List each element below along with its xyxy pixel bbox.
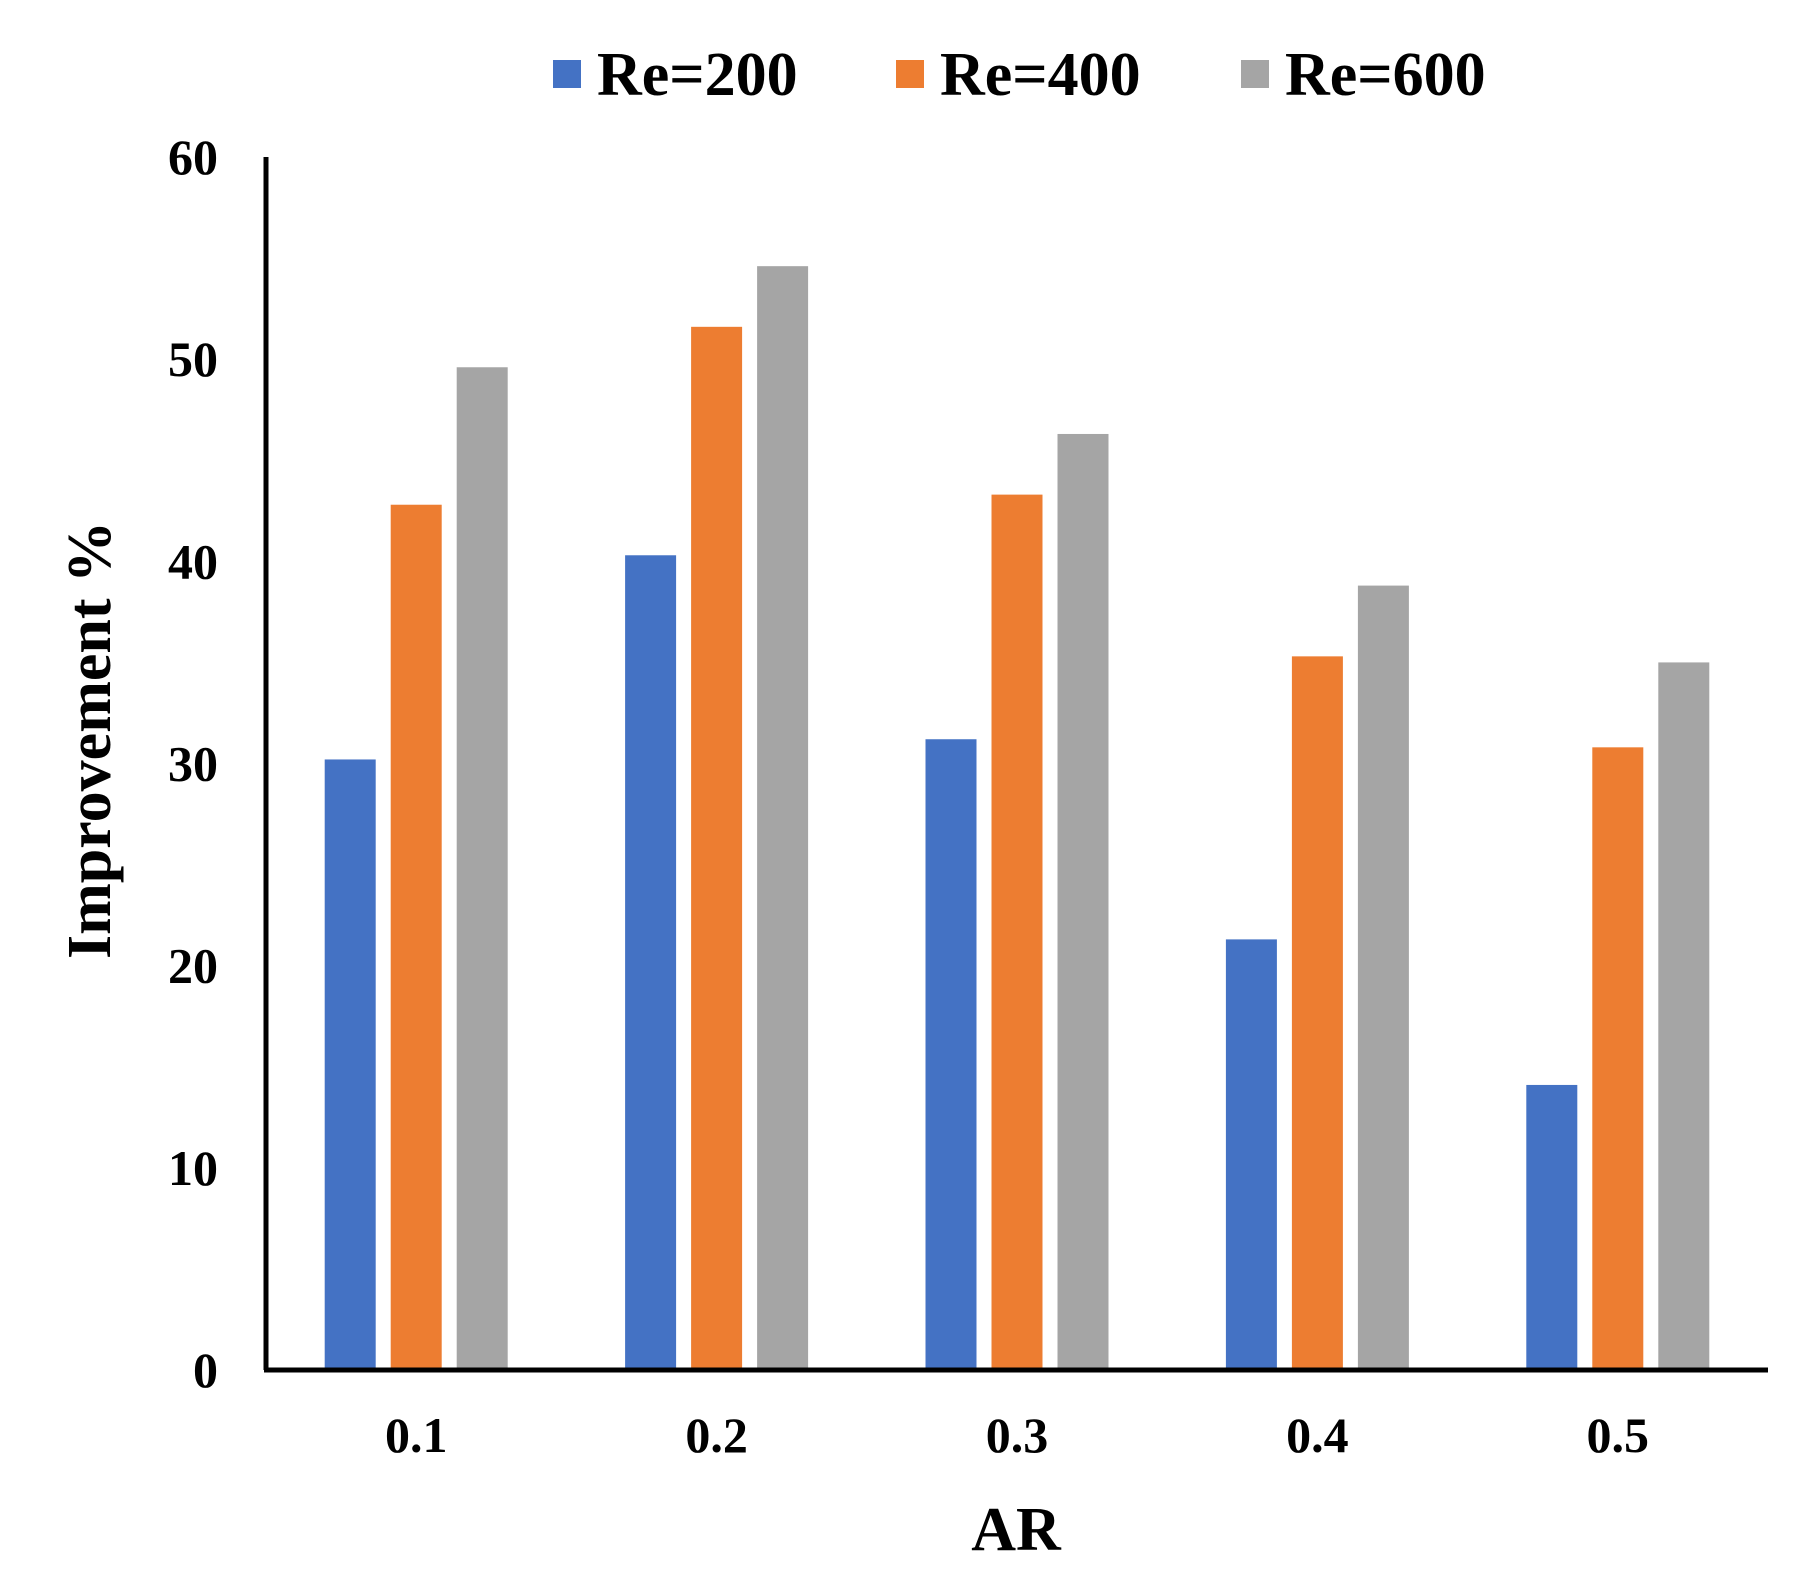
bar-re-400-ar-0-1 (390, 504, 442, 1370)
x-tick-label: 0.5 (1587, 1407, 1650, 1463)
bars (324, 266, 1710, 1371)
legend-swatch-re-200 (553, 60, 581, 88)
x-tick-label: 0.2 (685, 1407, 748, 1463)
bar-re-200-ar-0-3 (925, 739, 977, 1370)
y-axis-title: Improvement % (56, 521, 124, 959)
y-tick-label: 20 (168, 938, 218, 994)
bar-re-400-ar-0-5 (1592, 747, 1644, 1370)
y-tick-label: 50 (168, 331, 218, 387)
x-axis-title: AR (971, 1496, 1062, 1564)
bar-re-400-ar-0-3 (991, 494, 1043, 1370)
bar-re-600-ar-0-5 (1658, 662, 1710, 1370)
bar-re-600-ar-0-4 (1357, 585, 1409, 1370)
legend: Re=200 Re=400 Re=600 (553, 41, 1486, 109)
x-tick-labels: 0.1 0.2 0.3 0.4 0.5 (385, 1407, 1649, 1463)
y-tick-label: 60 (168, 129, 218, 185)
legend-swatch-re-400 (896, 60, 924, 88)
y-tick-label: 30 (168, 736, 218, 792)
x-tick-label: 0.1 (385, 1407, 448, 1463)
axes (263, 157, 1768, 1373)
legend-label-re-400: Re=400 (940, 41, 1141, 109)
legend-label-re-200: Re=200 (597, 41, 798, 109)
y-tick-label: 10 (168, 1140, 218, 1196)
bar-re-400-ar-0-4 (1291, 656, 1343, 1370)
legend-swatch-re-600 (1241, 60, 1269, 88)
y-tick-label: 40 (168, 533, 218, 589)
x-tick-label: 0.3 (986, 1407, 1049, 1463)
legend-label-re-600: Re=600 (1285, 41, 1486, 109)
bar-re-200-ar-0-2 (625, 555, 677, 1370)
bar-re-200-ar-0-4 (1225, 939, 1277, 1370)
bar-re-400-ar-0-2 (691, 326, 743, 1370)
bar-re-600-ar-0-2 (757, 266, 809, 1370)
bar-re-200-ar-0-1 (324, 759, 376, 1370)
x-tick-label: 0.4 (1286, 1407, 1349, 1463)
bar-re-200-ar-0-5 (1526, 1084, 1578, 1370)
bar-re-600-ar-0-3 (1057, 433, 1109, 1370)
y-tick-labels: 0 10 20 30 40 50 60 (168, 129, 218, 1398)
y-tick-label: 0 (193, 1342, 218, 1398)
bar-re-600-ar-0-1 (456, 367, 508, 1371)
